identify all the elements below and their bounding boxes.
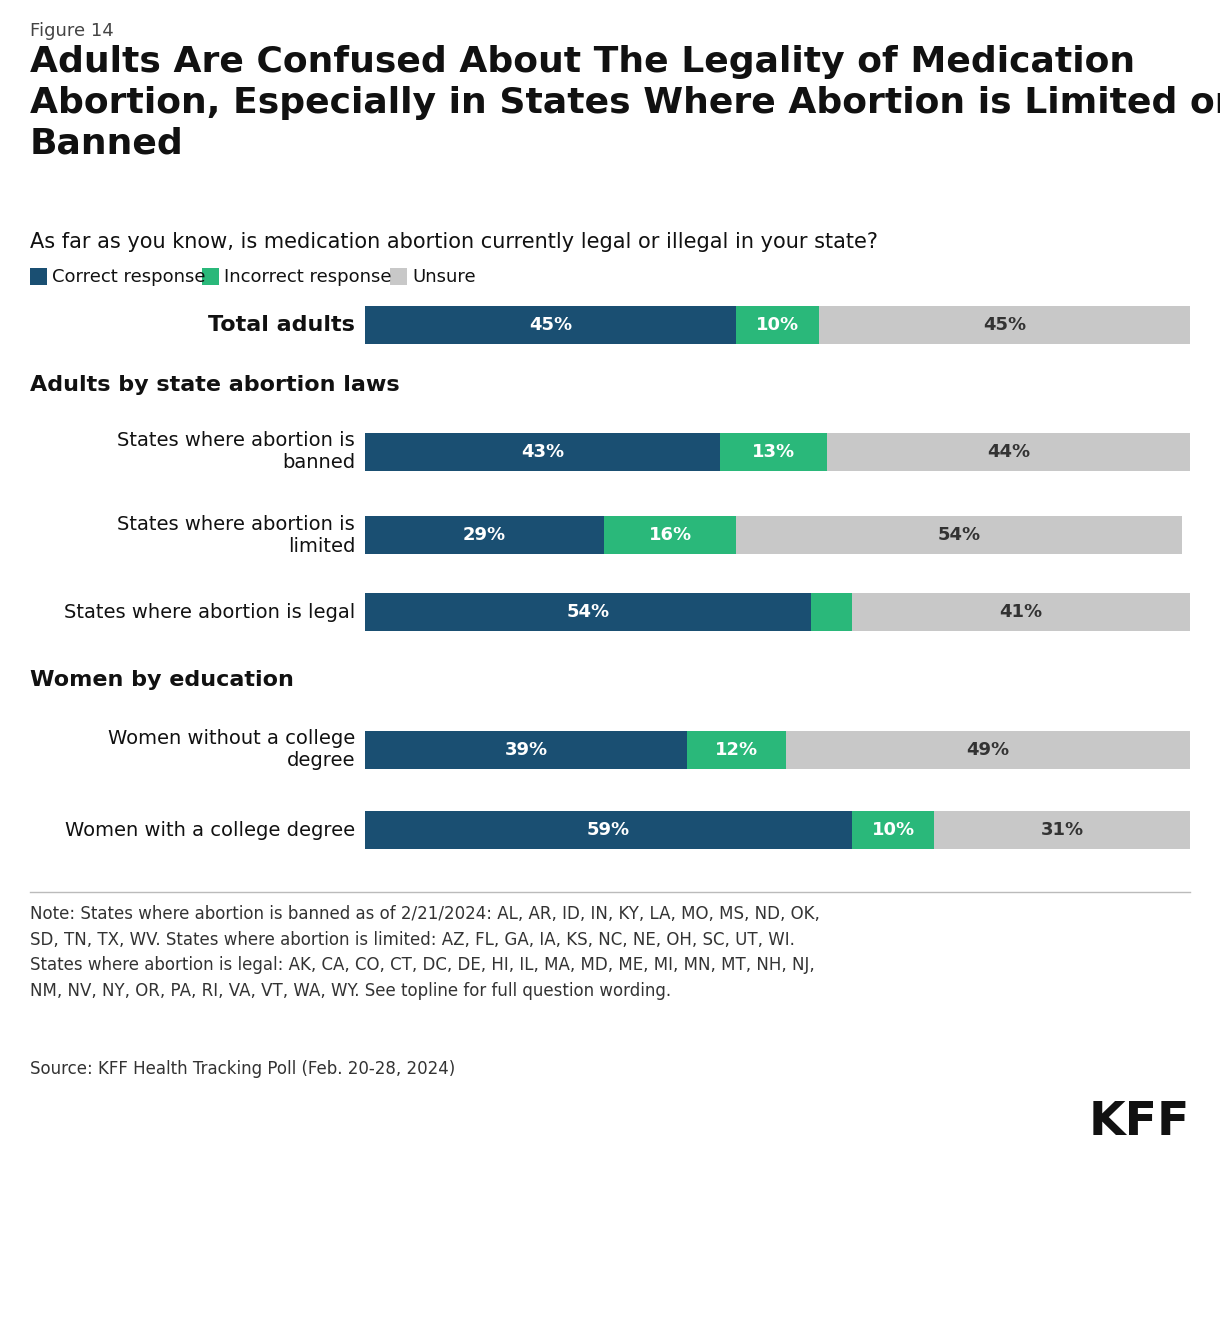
Bar <box>720 433 827 470</box>
Text: degree: degree <box>287 752 355 770</box>
Text: As far as you know, is medication abortion currently legal or illegal in your st: As far as you know, is medication aborti… <box>30 232 878 252</box>
Bar <box>810 594 852 631</box>
Bar <box>30 268 48 285</box>
Text: 16%: 16% <box>649 527 692 544</box>
Text: 59%: 59% <box>587 821 630 839</box>
Bar <box>203 268 220 285</box>
Text: Women by education: Women by education <box>30 670 294 690</box>
Bar <box>687 732 786 769</box>
Text: Women with a college degree: Women with a college degree <box>65 820 355 839</box>
Text: States where abortion is: States where abortion is <box>117 431 355 450</box>
Text: Women without a college: Women without a college <box>107 729 355 749</box>
Bar <box>604 516 736 553</box>
Text: 13%: 13% <box>752 444 795 461</box>
Text: Correct response: Correct response <box>52 268 205 285</box>
Text: 44%: 44% <box>987 444 1030 461</box>
Text: Total adults: Total adults <box>209 315 355 335</box>
Bar <box>365 594 810 631</box>
Text: 10%: 10% <box>871 821 915 839</box>
Text: Adults Are Confused About The Legality of Medication
Abortion, Especially in Sta: Adults Are Confused About The Legality o… <box>30 46 1220 161</box>
Text: 54%: 54% <box>566 603 609 620</box>
Bar <box>365 433 720 470</box>
Bar <box>365 306 736 344</box>
Text: 39%: 39% <box>504 741 548 758</box>
Text: Unsure: Unsure <box>412 268 476 285</box>
Bar <box>786 732 1190 769</box>
Text: 54%: 54% <box>937 527 981 544</box>
Bar <box>827 433 1190 470</box>
Bar <box>736 516 1182 553</box>
Text: 43%: 43% <box>521 444 564 461</box>
Text: Figure 14: Figure 14 <box>30 21 113 40</box>
Text: Adults by state abortion laws: Adults by state abortion laws <box>30 375 400 395</box>
Bar <box>852 594 1190 631</box>
Text: 29%: 29% <box>464 527 506 544</box>
Text: Source: KFF Health Tracking Poll (Feb. 20-28, 2024): Source: KFF Health Tracking Poll (Feb. 2… <box>30 1060 455 1077</box>
Text: States where abortion is: States where abortion is <box>117 515 355 533</box>
Text: 12%: 12% <box>715 741 758 758</box>
Bar <box>365 811 852 850</box>
Text: 45%: 45% <box>529 316 572 334</box>
Text: banned: banned <box>282 453 355 473</box>
Bar <box>819 306 1190 344</box>
Bar <box>365 732 687 769</box>
Text: limited: limited <box>288 536 355 556</box>
Bar <box>852 811 935 850</box>
Bar <box>935 811 1190 850</box>
Text: 45%: 45% <box>983 316 1026 334</box>
Text: 31%: 31% <box>1041 821 1083 839</box>
Bar <box>365 516 604 553</box>
Text: Incorrect response: Incorrect response <box>224 268 392 285</box>
Text: 49%: 49% <box>966 741 1009 758</box>
Text: 10%: 10% <box>756 316 799 334</box>
Text: KFF: KFF <box>1088 1100 1190 1144</box>
Text: States where abortion is legal: States where abortion is legal <box>63 603 355 622</box>
Bar <box>390 268 407 285</box>
Bar <box>736 306 819 344</box>
Text: 41%: 41% <box>999 603 1042 620</box>
Text: Note: States where abortion is banned as of 2/21/2024: AL, AR, ID, IN, KY, LA, M: Note: States where abortion is banned as… <box>30 905 820 1000</box>
